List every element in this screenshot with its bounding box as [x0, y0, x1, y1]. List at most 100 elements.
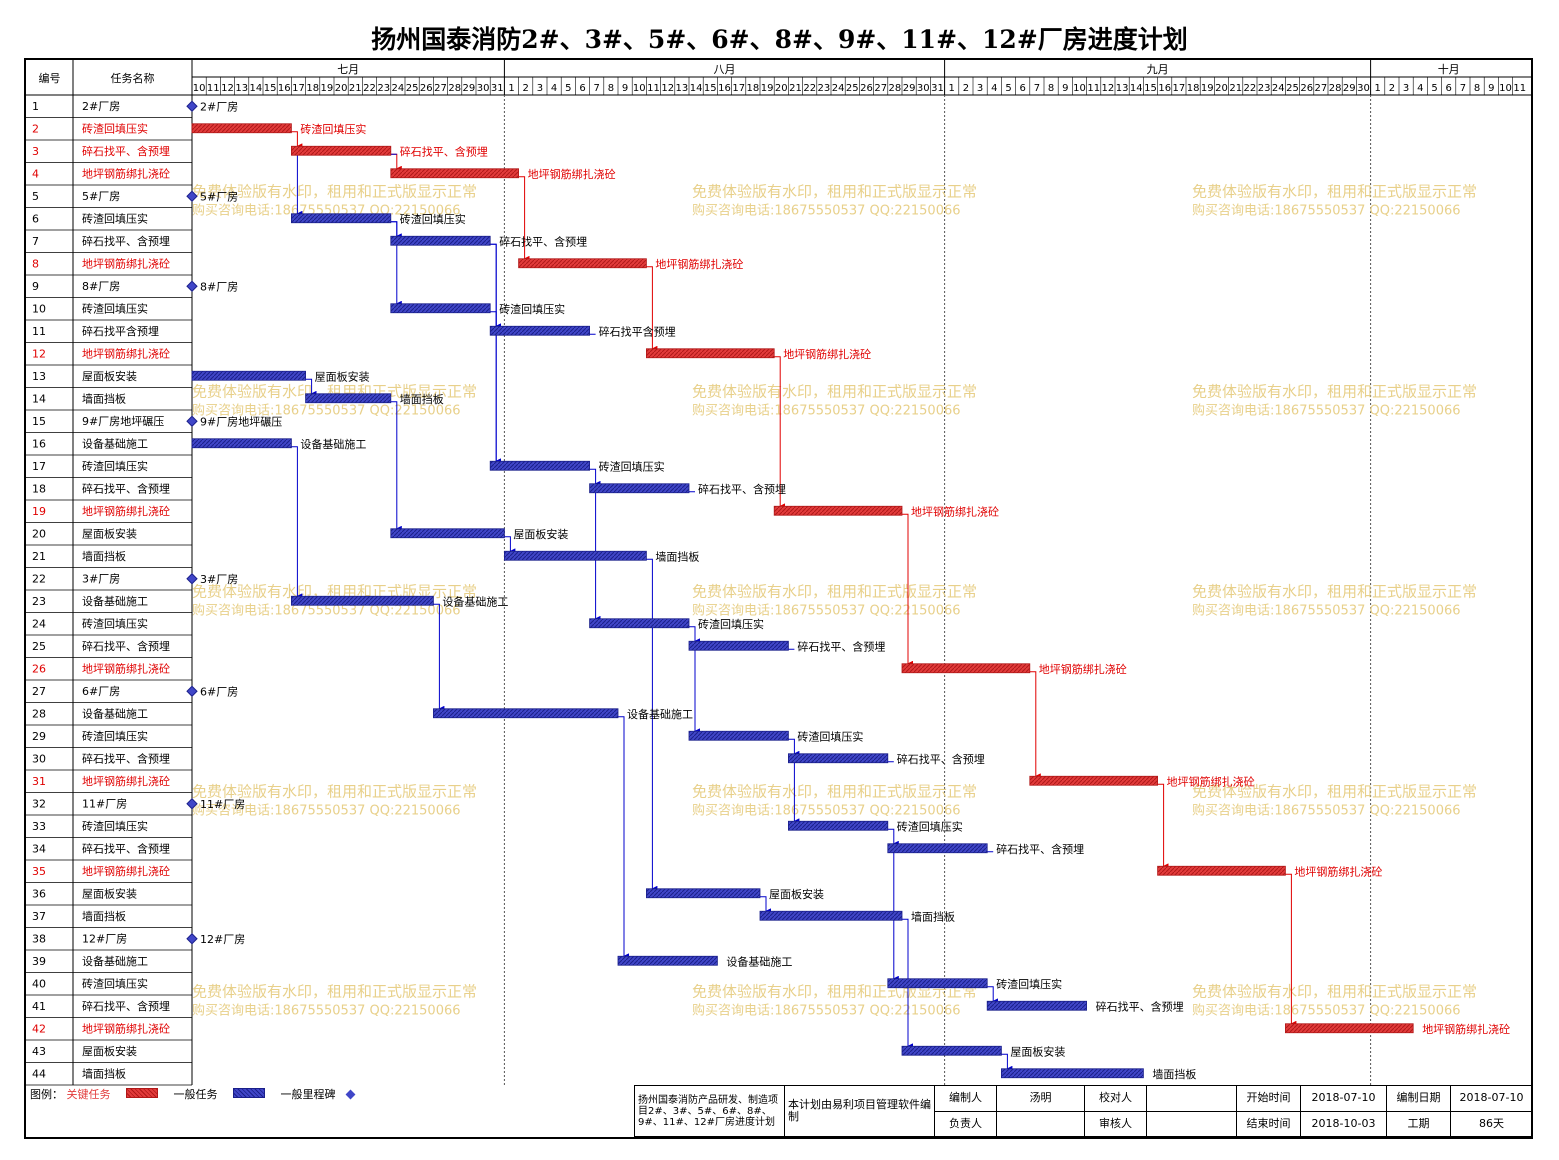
footer-table: 扬州国泰消防产品研发、制造项目2#、3#、5#、6#、8#、9#、11#、12#…	[634, 1085, 1533, 1137]
chart-title: 扬州国泰消防2#、3#、5#、6#、8#、9#、11#、12#厂房进度计划	[371, 25, 1188, 54]
day-label: 4	[1417, 83, 1423, 94]
dependency-arrow	[774, 356, 786, 510]
dependency-arrow	[902, 513, 913, 667]
task-name: 砖渣回填压实	[82, 617, 148, 631]
day-label: 11	[647, 83, 660, 94]
day-label: 17	[1173, 83, 1186, 94]
task-bar-label: 地坪钢筋绑扎浇砼	[783, 347, 871, 361]
day-label: 10	[1499, 83, 1512, 94]
day-label: 24	[1272, 83, 1285, 94]
watermark-text: 免费体验版有水印，租用和正式版显示正常	[692, 182, 977, 200]
day-label: 10	[633, 83, 646, 94]
task-name: 碎石找平、含预埋	[82, 999, 170, 1013]
day-label: 9	[622, 83, 628, 94]
dependency-arrow	[1001, 1053, 1013, 1072]
task-id: 4	[32, 168, 39, 181]
day-label: 16	[1158, 83, 1171, 94]
task-id: 37	[32, 910, 46, 923]
task-bar	[489, 325, 591, 336]
task-bar	[390, 168, 519, 179]
dependency-arrow	[291, 446, 303, 600]
watermark-text: 免费体验版有水印，租用和正式版显示正常	[192, 982, 477, 1000]
dependency-arrow	[788, 738, 800, 757]
task-bar-label: 砖渣回填压实	[996, 977, 1062, 991]
day-label: 2	[963, 83, 969, 94]
day-label: 27	[874, 83, 887, 94]
day-label: 19	[1201, 83, 1214, 94]
dependency-arrow	[646, 558, 658, 892]
watermark-text: 免费体验版有水印，租用和正式版显示正常	[692, 782, 977, 800]
task-id: 28	[32, 708, 46, 721]
task-name: 碎石找平、含预埋	[82, 144, 170, 158]
task-bar-label: 屋面板安装	[513, 527, 568, 541]
day-label: 16	[718, 83, 731, 94]
task-id: 31	[32, 775, 46, 788]
day-label: 10	[1073, 83, 1086, 94]
milestone-marker	[186, 685, 198, 697]
day-label: 20	[775, 83, 788, 94]
task-name: 碎石找平、含预埋	[82, 482, 170, 496]
day-label: 11	[1087, 83, 1100, 94]
task-bar	[390, 303, 491, 314]
dependency-arrow	[1285, 873, 1297, 1027]
footer-software: 本计划由易利项目管理软件编制	[784, 1085, 935, 1137]
watermark-text: 购买咨询电话:18675550537 QQ:22150066	[1192, 1002, 1461, 1018]
day-label: 20	[1215, 83, 1228, 94]
day-label: 22	[363, 83, 376, 94]
watermark-text: 免费体验版有水印，租用和正式版显示正常	[692, 582, 977, 600]
milestone-marker	[186, 100, 198, 112]
task-id: 44	[32, 1068, 46, 1081]
footer-editor: 汤明	[996, 1085, 1085, 1112]
day-label: 23	[818, 83, 831, 94]
task-bar	[788, 820, 889, 831]
task-bar	[518, 258, 647, 269]
day-label: 10	[193, 83, 206, 94]
task-id: 7	[32, 235, 39, 248]
task-name: 砖渣回填压实	[82, 122, 148, 136]
task-bar	[191, 438, 292, 449]
dependency-arrow	[689, 626, 700, 645]
task-bar	[759, 910, 903, 921]
dependency-arrow	[589, 468, 601, 487]
task-bar-label: 地坪钢筋绑扎浇砼	[911, 504, 999, 518]
task-bar-label: 地坪钢筋绑扎浇砼	[1167, 774, 1255, 788]
day-label: 23	[377, 83, 390, 94]
dependency-arrow	[305, 378, 317, 397]
day-label: 3	[1403, 83, 1409, 94]
milestone-marker	[186, 798, 198, 810]
dependency-arrow	[490, 243, 502, 330]
dependency-arrow	[490, 311, 502, 330]
day-label: 11	[1513, 83, 1526, 94]
task-bar	[290, 213, 392, 224]
day-label: 7	[1460, 83, 1466, 94]
day-label: 5	[1005, 83, 1011, 94]
legend-critical-swatch	[126, 1088, 158, 1098]
day-label: 8	[1048, 83, 1054, 94]
footer-date-label: 编制日期	[1386, 1085, 1451, 1112]
task-bar-label: 碎石找平、含预埋	[996, 842, 1084, 856]
milestone-label: 5#厂房	[200, 190, 238, 203]
day-label: 26	[420, 83, 433, 94]
watermark-text: 购买咨询电话:18675550537 QQ:22150066	[192, 402, 461, 418]
task-id: 33	[32, 820, 46, 833]
day-label: 22	[1244, 83, 1257, 94]
day-label: 6	[1446, 83, 1452, 94]
milestone-label: 6#厂房	[200, 685, 238, 698]
day-label: 7	[1034, 83, 1040, 94]
legend-milestone-label: 一般里程碑	[280, 1088, 336, 1101]
day-label: 2	[1389, 83, 1395, 94]
day-label: 3	[537, 83, 543, 94]
day-label: 25	[846, 83, 859, 94]
task-name: 地坪钢筋绑扎浇砼	[82, 347, 170, 361]
dependency-arrow	[760, 896, 771, 915]
task-name: 砖渣回填压实	[82, 977, 148, 991]
task-bar-label: 碎石找平、含预埋	[797, 639, 885, 653]
task-id: 13	[32, 370, 46, 383]
task-name: 屋面板安装	[82, 527, 137, 541]
task-id: 22	[32, 573, 46, 586]
day-label: 29	[463, 83, 476, 94]
task-id: 16	[32, 438, 46, 451]
task-bar	[646, 348, 775, 359]
task-bar	[986, 1000, 1088, 1011]
task-id: 26	[32, 663, 46, 676]
